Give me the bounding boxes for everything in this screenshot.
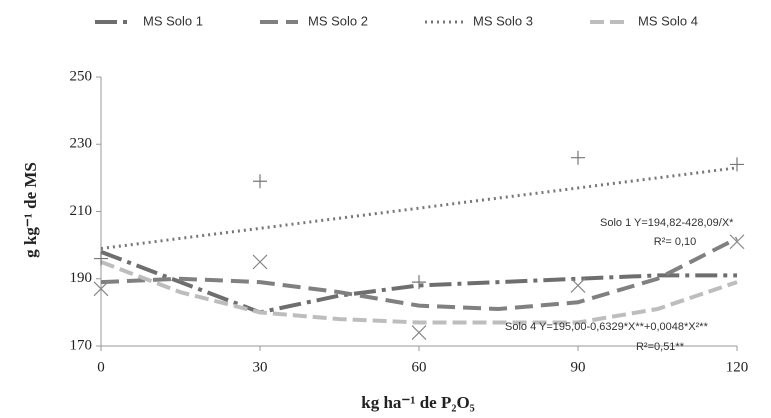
point-marker xyxy=(729,234,745,250)
point-marker xyxy=(412,275,426,290)
legend-label: MS Solo 3 xyxy=(473,13,533,28)
legend-label: MS Solo 4 xyxy=(638,13,698,28)
series-line xyxy=(100,236,738,312)
point-marker xyxy=(93,281,109,297)
y-axis-title: g kg⁻¹ de MS xyxy=(21,162,40,258)
x-tick-label: 30 xyxy=(253,359,268,375)
point-marker xyxy=(411,325,427,340)
y-tick-label: 250 xyxy=(70,68,93,84)
annotation: R²=0,51** xyxy=(636,341,685,353)
point-marker xyxy=(252,254,268,270)
annotation: R²= 0,10 xyxy=(654,236,697,248)
y-tick-label: 170 xyxy=(70,337,93,353)
series-line xyxy=(100,260,738,325)
x-tick-label: 0 xyxy=(97,359,105,375)
x-axis-title: kg ha⁻¹ de P₂O₅ xyxy=(361,393,475,412)
x-tick-label: 120 xyxy=(726,359,749,375)
series-line xyxy=(100,249,737,315)
point-marker xyxy=(570,278,586,293)
x-tick-label: 90 xyxy=(571,359,586,375)
point-marker xyxy=(730,157,744,172)
point-marker xyxy=(571,150,585,165)
annotation: Solo 1 Y=194,82-428,09/X* xyxy=(600,217,734,229)
y-tick-label: 210 xyxy=(70,203,93,219)
point-marker xyxy=(253,174,267,189)
legend-label: MS Solo 1 xyxy=(143,13,203,28)
point-marker xyxy=(94,251,108,266)
y-tick-label: 230 xyxy=(70,136,93,152)
series-line xyxy=(100,166,738,250)
annotation: Solo 4 Y=195,00-0,6329*X**+0,0048*X²** xyxy=(505,321,709,333)
x-tick-label: 60 xyxy=(412,359,427,375)
y-tick-label: 190 xyxy=(70,270,93,286)
legend-label: MS Solo 2 xyxy=(308,13,368,28)
